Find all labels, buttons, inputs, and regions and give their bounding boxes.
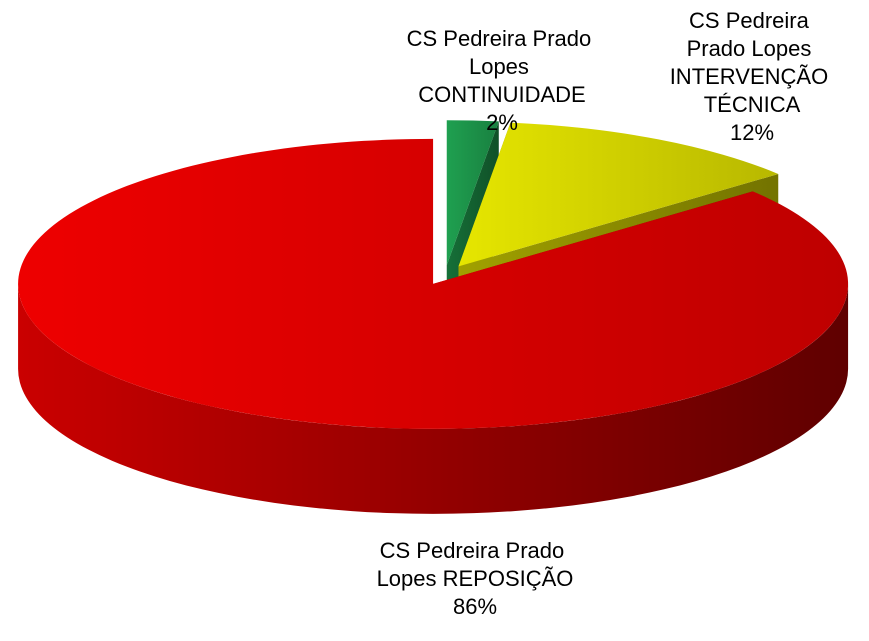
data-label: CS Pedreira Prado Lopes INTERVENÇÃO TÉCN… bbox=[670, 8, 835, 117]
data-label-value: 12% bbox=[730, 120, 774, 145]
slice-side bbox=[18, 283, 849, 514]
data-label: CS Pedreira Prado Lopes CONTINUIDADE bbox=[407, 26, 598, 107]
data-label-value: 2% bbox=[486, 110, 518, 135]
slice bbox=[18, 138, 849, 429]
slice bbox=[458, 122, 779, 267]
data-label-value: 86% bbox=[453, 594, 497, 619]
data-label: CS Pedreira Prado Lopes REPOSIÇÃO bbox=[377, 538, 574, 591]
slice bbox=[446, 120, 499, 266]
